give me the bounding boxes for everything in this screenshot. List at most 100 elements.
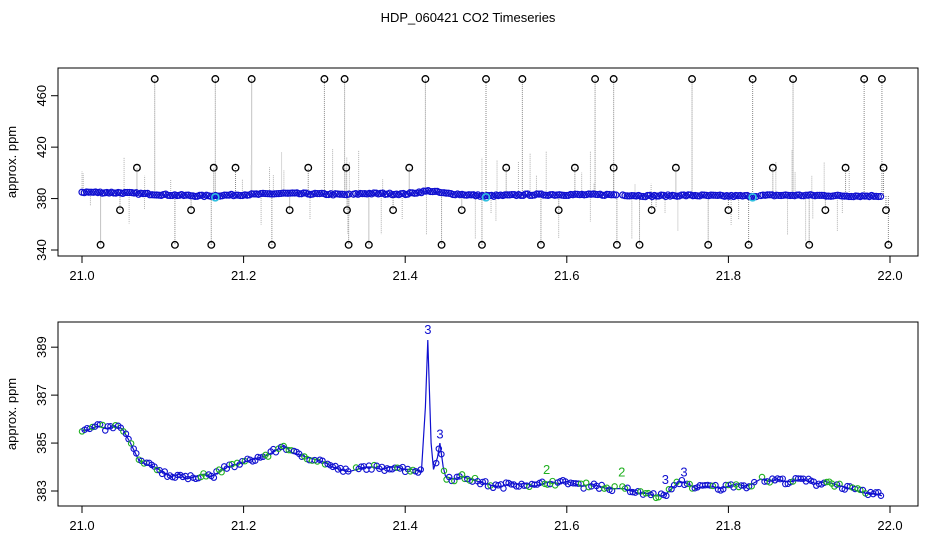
trace-point	[482, 478, 489, 485]
outlier-point	[231, 163, 240, 172]
baseline-point	[562, 191, 570, 200]
baseline-point	[236, 191, 244, 200]
baseline-point	[121, 188, 129, 197]
baseline-point	[110, 189, 118, 197]
baseline-point	[533, 190, 541, 198]
baseline-point	[123, 188, 131, 197]
baseline-point	[279, 189, 287, 197]
x-tick-label: 21.2	[231, 268, 256, 283]
highlight-point	[481, 192, 491, 202]
baseline-point	[709, 191, 717, 199]
baseline-point	[291, 189, 299, 197]
outlier-point	[609, 163, 618, 172]
outlier-point	[364, 240, 373, 249]
baseline-point	[460, 191, 468, 199]
highlight-point	[748, 192, 757, 202]
outlier-point	[342, 163, 351, 172]
figure-title: HDP_060421 CO2 Timeseries	[381, 10, 556, 25]
baseline-point	[517, 191, 525, 200]
baseline-point	[711, 191, 720, 199]
baseline-point	[535, 190, 543, 198]
trace-point	[226, 461, 233, 468]
baseline-point	[786, 191, 794, 200]
baseline-point	[639, 192, 647, 201]
trace-point	[787, 478, 794, 486]
baseline-point	[815, 191, 824, 200]
trace-point	[96, 421, 104, 428]
outlier-point	[150, 75, 159, 83]
trace-point	[665, 485, 673, 493]
baseline-point	[139, 190, 147, 198]
outlier-point	[247, 75, 256, 83]
trace-point	[500, 485, 507, 492]
baseline-point	[607, 191, 616, 199]
baseline-point	[598, 191, 606, 199]
baseline-point	[467, 191, 475, 199]
trace-point	[438, 450, 445, 458]
trace-point	[239, 457, 246, 465]
outlier-point	[389, 206, 398, 215]
baseline-point	[847, 192, 855, 201]
baseline-point	[358, 190, 367, 198]
x-tick-label: 21.0	[69, 518, 94, 533]
trace-point	[611, 483, 618, 490]
baseline-point	[186, 192, 195, 200]
outlier-point	[647, 206, 656, 215]
trace-point	[683, 480, 691, 488]
baseline-point	[87, 188, 95, 196]
trace-point	[432, 459, 440, 467]
x-tick-label: 21.4	[393, 268, 418, 283]
baseline-point	[295, 190, 303, 198]
outlier-point	[612, 240, 621, 249]
trace-point	[544, 481, 551, 488]
trace-point	[153, 466, 161, 474]
bottom-y-axis: 383 385 387 389	[34, 336, 58, 502]
trace-point	[634, 487, 642, 495]
trace-point	[357, 463, 365, 470]
baseline-point	[501, 191, 509, 199]
top-plot-marks	[78, 75, 893, 249]
baseline-point	[508, 190, 516, 199]
y-tick-label: 383	[34, 480, 49, 502]
baseline-point	[643, 191, 652, 200]
outlier-point	[882, 206, 890, 215]
baseline-point	[591, 190, 600, 198]
trace-point	[797, 475, 805, 482]
baseline-point	[840, 192, 849, 200]
trace-point	[836, 480, 843, 488]
trace-point	[169, 473, 176, 481]
baseline-point	[438, 189, 446, 197]
outlier-point	[482, 75, 490, 83]
trace-point	[133, 450, 140, 457]
trace-point	[112, 421, 119, 429]
trace-point	[298, 453, 306, 460]
top-y-axis-title: approx. ppm	[4, 126, 19, 198]
baseline-point	[261, 189, 269, 198]
baseline-point	[259, 189, 267, 197]
trace-point	[89, 423, 96, 431]
baseline-point	[146, 191, 154, 199]
baseline-point	[763, 191, 772, 199]
y-tick-label: 460	[34, 85, 49, 107]
trace-point	[257, 454, 264, 461]
outlier-point	[724, 206, 733, 215]
trace-point	[833, 481, 841, 488]
baseline-point	[322, 190, 330, 199]
outlier-point	[704, 240, 713, 249]
outlier-point	[421, 75, 430, 83]
baseline-point	[153, 191, 161, 199]
baseline-point	[300, 189, 308, 197]
trace-point	[857, 486, 864, 494]
outlier-point	[340, 75, 349, 83]
baseline-point	[313, 190, 321, 198]
outlier-point	[805, 240, 814, 249]
trace-point	[479, 478, 487, 486]
outlier-point	[591, 75, 600, 83]
baseline-point	[521, 190, 530, 198]
x-tick-label: 21.6	[554, 518, 579, 533]
baseline-point	[125, 188, 134, 197]
x-tick-label: 21.0	[69, 268, 94, 283]
baseline-point	[263, 190, 272, 198]
baseline-point	[465, 191, 473, 199]
outlier-point	[132, 163, 141, 172]
